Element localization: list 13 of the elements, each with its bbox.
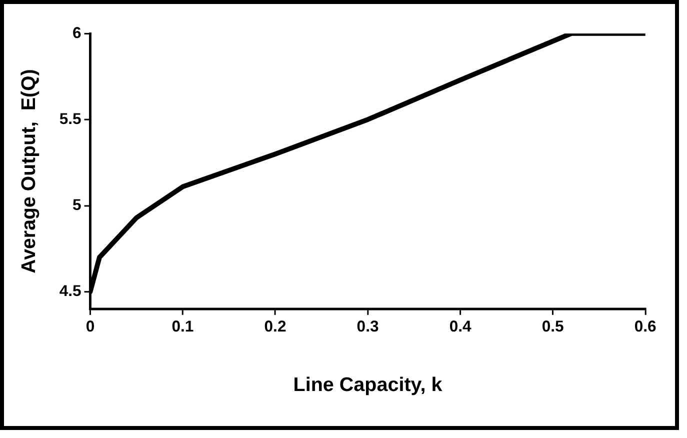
y-tick-label: 6: [72, 24, 82, 42]
x-tick-label: 0.1: [172, 318, 194, 336]
y-axis-title: Average Output, E(Q): [18, 69, 40, 274]
y-tick-label: 4.5: [59, 283, 82, 300]
x-tick-label: 0.4: [449, 318, 472, 336]
x-tick-label: 0.3: [356, 318, 380, 336]
x-tick-label: 0.2: [264, 318, 286, 336]
x-tick-label: 0: [86, 318, 95, 336]
x-tick-label: 0.5: [542, 318, 564, 336]
x-axis-title: Line Capacity, k: [293, 374, 442, 396]
x-tick-label: 0.6: [634, 318, 657, 336]
y-tick-label: 5: [72, 197, 82, 214]
y-tick-label: 5.5: [59, 110, 82, 128]
